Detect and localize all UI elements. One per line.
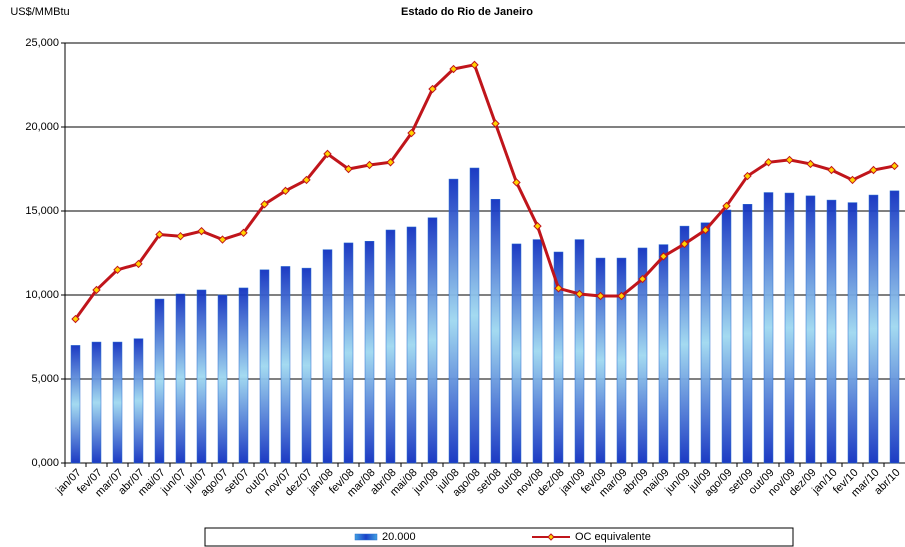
point xyxy=(785,155,794,165)
point xyxy=(890,161,899,171)
bar xyxy=(112,341,123,464)
bar xyxy=(133,338,144,464)
bar xyxy=(91,341,102,464)
bar xyxy=(280,266,291,464)
legend-marker xyxy=(547,533,555,541)
point xyxy=(365,160,374,170)
point xyxy=(533,221,542,231)
bar xyxy=(301,267,312,464)
point xyxy=(113,265,122,275)
point xyxy=(722,201,731,211)
bar xyxy=(175,293,186,464)
point xyxy=(827,165,836,175)
bar xyxy=(847,202,858,464)
bar xyxy=(595,257,606,464)
point xyxy=(218,235,227,244)
point xyxy=(134,259,143,269)
bar xyxy=(679,225,690,464)
point xyxy=(848,175,857,185)
legend-label: OC equivalente xyxy=(575,531,651,543)
line xyxy=(74,63,895,320)
bar xyxy=(322,249,333,464)
point xyxy=(92,285,101,295)
bar xyxy=(868,194,879,464)
point xyxy=(155,230,164,239)
bar xyxy=(889,190,900,464)
bar xyxy=(574,239,585,464)
point xyxy=(743,171,752,181)
bar xyxy=(721,209,732,464)
y-tick-label: 25,000 xyxy=(25,37,59,49)
point xyxy=(491,119,500,128)
bar xyxy=(742,204,753,464)
point xyxy=(428,84,437,94)
point xyxy=(575,289,584,299)
point xyxy=(260,200,269,209)
bar xyxy=(406,226,417,464)
bar xyxy=(196,289,207,464)
point xyxy=(281,186,290,196)
bar xyxy=(490,198,501,464)
bar xyxy=(217,294,228,464)
y-tick-label: 5,000 xyxy=(31,373,59,385)
y-tick-label: 0,000 xyxy=(31,457,59,469)
bar xyxy=(616,257,627,464)
point xyxy=(638,274,647,284)
legend-box xyxy=(204,527,794,547)
point xyxy=(554,284,563,293)
chart-title: Estado do Rio de Janeiro xyxy=(401,6,533,18)
point xyxy=(71,314,80,324)
bar xyxy=(259,269,270,464)
point xyxy=(617,291,626,301)
legend-label: 20.000 xyxy=(382,531,416,543)
bar xyxy=(658,244,669,464)
bar xyxy=(70,345,81,464)
bar xyxy=(763,192,774,464)
bar xyxy=(511,243,522,464)
bar xyxy=(826,199,837,464)
point xyxy=(512,178,521,187)
bar xyxy=(343,242,354,464)
point xyxy=(344,164,353,174)
bar xyxy=(238,287,249,464)
point xyxy=(239,228,248,238)
point xyxy=(386,158,395,167)
point xyxy=(680,239,689,249)
point xyxy=(764,158,773,167)
point xyxy=(701,225,710,235)
bar xyxy=(364,240,375,464)
bar xyxy=(700,222,711,464)
point xyxy=(470,60,479,70)
bar xyxy=(385,229,396,464)
bar xyxy=(637,247,648,464)
y-axis-label: US$/MMBtu xyxy=(10,6,69,18)
bar xyxy=(154,298,165,464)
bar xyxy=(805,195,816,464)
point xyxy=(806,159,815,169)
point xyxy=(302,175,311,185)
y-tick-label: 20,000 xyxy=(25,121,59,133)
legend-swatch xyxy=(354,533,378,541)
bar xyxy=(427,217,438,464)
point xyxy=(869,165,878,175)
point xyxy=(659,252,668,261)
bar xyxy=(532,239,543,464)
bar xyxy=(553,251,564,464)
point xyxy=(449,64,458,74)
y-tick-label: 10,000 xyxy=(25,289,59,301)
y-tick-label: 15,000 xyxy=(25,205,59,217)
point xyxy=(323,149,332,159)
point xyxy=(407,128,416,138)
point xyxy=(176,231,185,241)
bar xyxy=(469,167,480,464)
bar xyxy=(784,192,795,464)
point xyxy=(596,291,605,301)
point xyxy=(197,226,206,236)
bar xyxy=(448,178,459,464)
